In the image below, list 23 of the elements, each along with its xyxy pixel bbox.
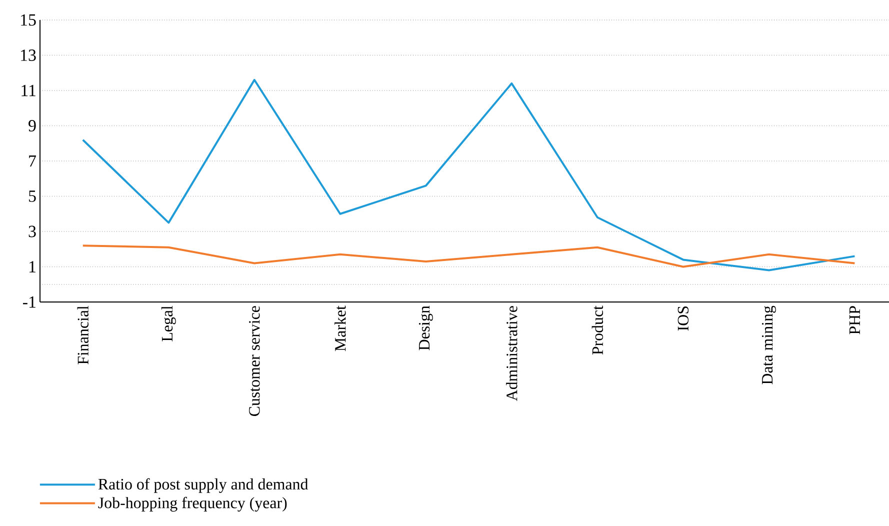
- x-tick-label: Data mining: [762, 306, 776, 384]
- y-tick-label: 1: [29, 261, 36, 272]
- x-tick-label: Legal: [161, 306, 176, 342]
- x-tick-label: PHP: [849, 306, 860, 334]
- x-tick-label: IOS: [678, 306, 689, 331]
- x-tick-label: Administrative: [506, 306, 518, 401]
- y-tick-label: -1: [22, 296, 36, 308]
- x-tick-label: Design: [418, 306, 433, 350]
- y-tick-label: 5: [28, 190, 36, 202]
- x-tick-label: Product: [592, 306, 604, 355]
- y-tick-label: 7: [29, 155, 36, 167]
- legend-label: Job-hopping frequency (year): [98, 496, 287, 512]
- y-tick-label: 13: [21, 50, 36, 61]
- y-tick-label: 15: [21, 14, 36, 26]
- line-series: [82, 244, 856, 268]
- y-tick-label: 11: [22, 84, 36, 96]
- line-series: [82, 78, 856, 272]
- y-tick-label: 9: [28, 120, 36, 132]
- x-tick-label: Customer service: [249, 306, 260, 416]
- x-tick-label: Financial: [77, 306, 88, 364]
- legend-label: Ratio of post supply and demand: [98, 478, 308, 493]
- y-tick-label: 3: [28, 226, 36, 238]
- x-tick-label: Market: [334, 306, 346, 352]
